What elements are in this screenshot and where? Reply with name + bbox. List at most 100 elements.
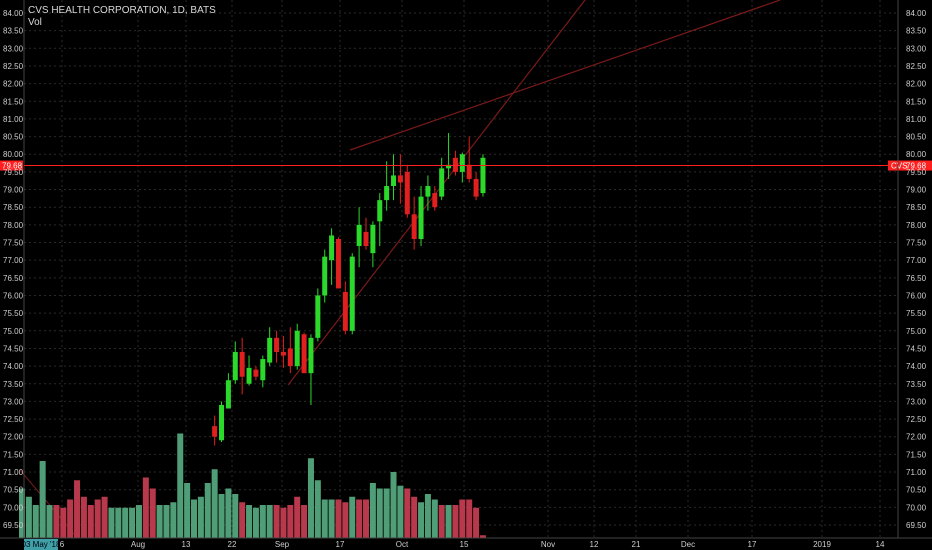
y-tick-label-right: 71.50 [906,450,927,459]
candle-body [473,178,479,197]
candle-body [322,256,328,296]
x-tick-label: Aug [131,540,145,549]
candle-body [232,351,238,381]
candle-body [384,186,390,201]
candle-body [335,238,341,289]
y-tick-label-right: 74.50 [906,344,927,353]
volume-bar [479,535,486,538]
volume-bar [122,507,129,538]
volume-bar [335,499,342,538]
volume-bar [424,494,431,538]
candle-body [246,367,252,384]
candle-body [391,175,397,187]
candle-body [267,337,273,363]
x-tick-label: 13 [182,540,191,549]
candle-body [480,157,486,194]
y-tick-label-left: 78.50 [3,203,24,212]
y-axis-right: 84.00 83.50 83.00 82.50 82.00 81.50 81.00 80.50… [897,0,927,538]
volume-bar [156,505,163,538]
x-axis: 6 Aug 13 22 Sep 17 Oct 15 Nov 12 21 Dec 17 2019 14 03 M… [0,537,932,550]
y-tick-label-right: 69.50 [906,521,927,530]
y-tick-label-right: 77.00 [906,256,927,265]
candle-body [315,295,321,338]
y-tick-label-right: 79.00 [906,186,927,195]
volume-bar [301,505,308,538]
y-tick-label-left: 80.00 [3,150,24,159]
volume-bar [149,488,156,538]
volume-bar [101,496,108,538]
chart-title: CVS HEALTH CORPORATION, 1D, BATS [28,5,216,16]
y-tick-label-right: 77.50 [906,239,927,248]
volume-bar [459,499,466,538]
volume-bar [39,461,46,538]
volume-bar [390,472,397,538]
y-tick-label-right: 80.50 [906,133,927,142]
y-tick-label-left: 81.00 [3,115,24,124]
x-tick-label: 14 [876,540,885,549]
volume-bar [473,507,480,538]
volume-bar [383,488,390,538]
y-tick-label-right: 74.00 [906,362,927,371]
chart-title-block: CVS HEALTH CORPORATION, 1D, BATS Vol [28,5,216,29]
x-tick-label: 12 [590,540,599,549]
y-tick-label-left: 73.50 [3,380,24,389]
y-tick-label-left: 79.00 [3,186,24,195]
candle-body [239,351,245,377]
y-tick-label-right: 81.00 [906,115,927,124]
volume-bar [314,480,321,538]
volume-bar [115,507,122,538]
y-tick-label-right: 81.50 [906,97,927,106]
volume-bar [32,505,39,538]
volume-bar [53,505,60,538]
candle-body [349,256,355,331]
candle-body [397,175,403,183]
candle-body [452,157,458,172]
volume-bar [404,488,411,538]
volume-bar [328,499,335,538]
y-tick-label-right: 78.00 [906,221,927,230]
x-tick-label: Nov [541,540,555,549]
candle-body [425,186,431,197]
volume-bar [321,499,328,538]
volume-bar [246,505,253,538]
y-tick-label-left: 84.00 [3,9,24,18]
x-tick-label: 2019 [813,540,831,549]
y-tick-label-left: 69.50 [3,521,24,530]
price-tag-symbol: CVS [891,162,907,171]
volume-bar [87,505,94,538]
volume-bar [445,505,452,538]
volume-bar [418,502,425,538]
volume-bar [170,502,177,538]
volume-bar [259,505,266,538]
candle-body [418,196,424,239]
candles [212,133,486,446]
y-tick-label-left: 70.50 [3,486,24,495]
candle-body [219,404,225,441]
volume-bar [287,505,294,538]
candle-body [212,426,218,437]
candle-body [294,330,300,367]
volume-bar [80,496,87,538]
volume-bar [60,507,67,538]
candle-body [411,214,417,239]
volume-bar [177,433,184,538]
price-tag-left-box [0,160,23,171]
x-tick-label: 15 [460,540,469,549]
candle-body [308,337,314,374]
x-tick-label: 21 [632,540,641,549]
y-tick-label-left: 82.50 [3,62,24,71]
trend-line-lower [287,0,586,386]
y-tick-label-left: 74.00 [3,362,24,371]
trend-line-upper [349,0,781,151]
volume-bar [211,469,218,538]
y-tick-label-left: 77.00 [3,256,24,265]
candle-body [404,171,410,215]
volume-bar [197,496,204,538]
y-tick-label-right: 71.00 [906,468,927,477]
volume-bar [204,483,211,538]
candle-body [274,337,280,352]
y-tick-label-right: 83.50 [906,27,927,36]
